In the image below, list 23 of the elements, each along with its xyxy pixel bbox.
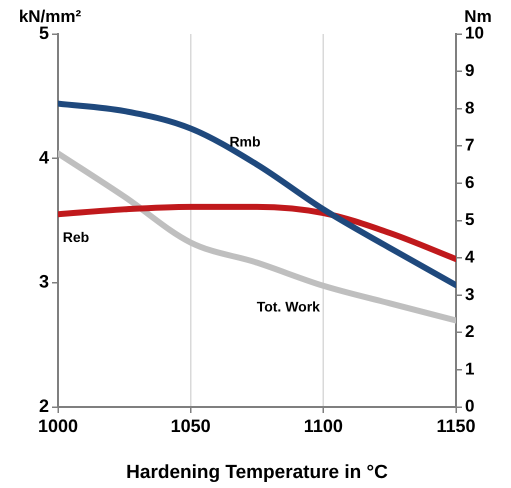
y-tick-label: 3	[38, 272, 49, 292]
y2-tick-label: 6	[465, 172, 474, 192]
series-label: Tot. Work	[256, 298, 320, 315]
x-tick-label: 1050	[170, 416, 211, 436]
x-tick-label: 1000	[38, 416, 78, 436]
y2-axis-title: Nm	[464, 7, 492, 26]
y2-tick-label: 3	[465, 284, 474, 304]
y2-tick-label: 9	[465, 60, 474, 80]
y2-tick-label: 8	[465, 98, 474, 118]
y2-tick-label: 5	[465, 210, 474, 230]
y2-tick-label: 10	[465, 24, 484, 43]
y2-tick-label: 7	[465, 136, 474, 155]
y2-tick-label: 2	[465, 322, 474, 342]
series-label: Rmb	[229, 133, 261, 150]
y2-tick-label: 4	[465, 247, 475, 266]
series-label: Reb	[62, 229, 90, 246]
x-axis-title: Hardening Temperature in °C	[126, 462, 388, 483]
x-tick-label: 1100	[304, 416, 343, 436]
y2-tick-label: 0	[465, 396, 474, 416]
x-tick-label: 1150	[436, 416, 476, 436]
y2-tick-label: 1	[465, 359, 474, 378]
y-tick-label: 2	[38, 396, 49, 416]
y-tick-label: 4	[38, 147, 49, 168]
